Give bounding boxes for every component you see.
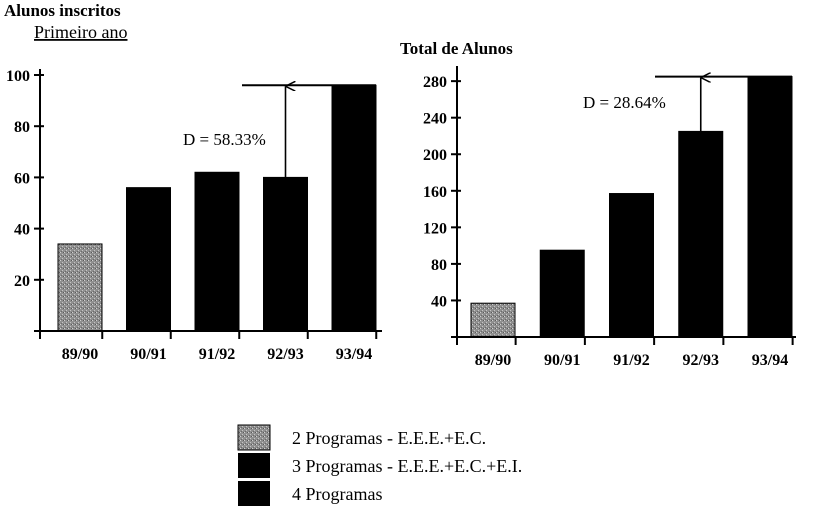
difference-annotation: D = 28.64% [583,77,792,132]
y-tick-label: 40 [14,222,30,239]
legend: 2 Programas - E.E.E.+E.C. 3 Programas - … [237,424,522,506]
legend-swatch-4-programas [238,481,270,506]
x-axis-ticks: 89/90 90/91 91/92 92/93 93/94 [62,331,378,363]
x-tick-label: 91/92 [199,346,235,363]
x-tick-label: 89/90 [475,352,511,369]
x-tick-label: 92/93 [683,352,719,369]
annotation-label: D = 58.33% [183,130,266,149]
legend-swatch-3-programas [238,453,270,478]
annotation-label: D = 28.64% [583,93,666,112]
x-tick-label: 91/92 [613,352,649,369]
difference-annotation: D = 58.33% [183,85,376,178]
bar-90-91 [539,249,585,338]
chart-total-de-alunos: Total de Alunos 40 80 120 160 200 240 280 89/9… [400,39,796,369]
legend-label-2-programas: 2 Programas - E.E.E.+E.C. [292,428,486,448]
y-tick-label: 80 [431,257,447,274]
legend-item-3-programas: 3 Programas - E.E.E.+E.C.+E.I. [238,453,522,478]
bar-90-91 [126,187,171,332]
x-tick-label: 92/93 [267,346,303,363]
x-axis-ticks: 89/90 90/91 91/92 92/93 93/94 [475,337,794,369]
legend-swatch-2-programas [237,424,271,451]
x-tick-label: 89/90 [62,346,98,363]
x-tick-label: 93/94 [752,352,788,369]
bar-92-93 [263,176,308,332]
legend-label-4-programas: 4 Programas [292,484,382,504]
chart-alunos-inscritos: Alunos inscritos Primeiro ano 20 40 60 80 10… [4,1,382,363]
bar-93-94 [747,76,793,338]
chart-title: Alunos inscritos [4,1,121,20]
bar-92-93 [678,130,724,338]
bar-91-92 [609,193,654,338]
bar-89-90 [470,302,516,338]
x-tick-label: 90/91 [130,346,166,363]
y-axis-ticks: 40 80 120 160 200 240 280 [423,74,461,310]
bars [57,84,377,332]
chart-subtitle: Primeiro ano [34,22,127,42]
y-axis-ticks: 20 40 60 80 100 [6,68,44,290]
y-tick-label: 280 [423,74,447,91]
x-tick-label: 90/91 [544,352,580,369]
y-tick-label: 120 [423,220,447,237]
bar-91-92 [194,171,240,332]
bar-89-90 [57,243,103,332]
y-tick-label: 240 [423,111,447,128]
bar-93-94 [331,84,377,332]
bars [470,76,793,338]
y-tick-label: 60 [14,170,30,187]
y-tick-label: 160 [423,184,447,201]
y-tick-label: 80 [14,119,30,136]
y-tick-label: 40 [431,293,447,310]
x-tick-label: 93/94 [336,346,372,363]
legend-item-4-programas: 4 Programas [238,481,382,506]
legend-item-2-programas: 2 Programas - E.E.E.+E.C. [237,424,486,451]
y-tick-label: 100 [6,68,30,85]
y-tick-label: 20 [14,273,30,290]
legend-label-3-programas: 3 Programas - E.E.E.+E.C.+E.I. [292,456,522,476]
chart-title: Total de Alunos [400,39,513,58]
y-tick-label: 200 [423,147,447,164]
